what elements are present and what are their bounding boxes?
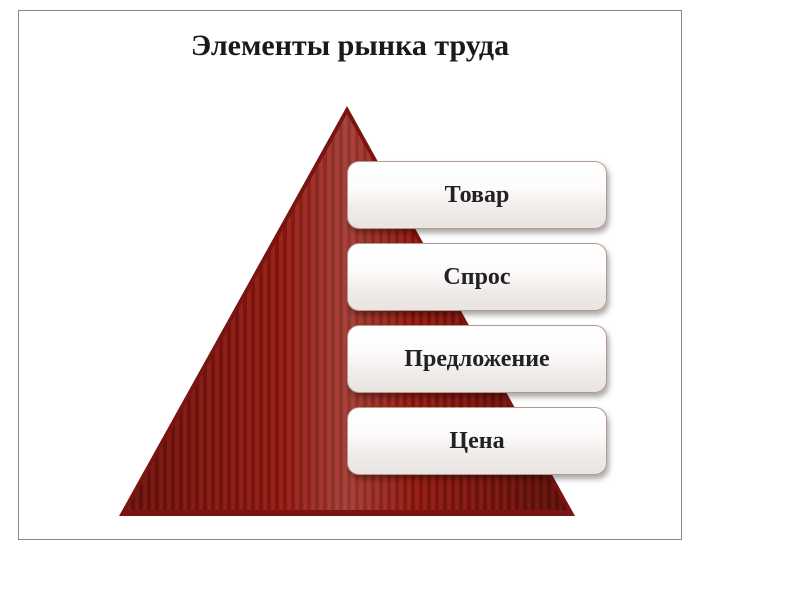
element-box-label: Предложение [404,346,549,373]
page-title: Элементы рынка труда [19,29,681,63]
element-box: Предложение [347,325,607,393]
element-box-label: Спрос [443,264,510,291]
element-box-label: Товар [445,182,510,209]
element-box-stack: Товар Спрос Предложение Цена [347,161,607,475]
pyramid-diagram: Товар Спрос Предложение Цена [119,96,579,516]
element-box: Спрос [347,243,607,311]
element-box: Цена [347,407,607,475]
slide-frame: Элементы рынка труда Товар Спрос Предлож… [18,10,682,540]
element-box: Товар [347,161,607,229]
element-box-label: Цена [449,428,504,455]
